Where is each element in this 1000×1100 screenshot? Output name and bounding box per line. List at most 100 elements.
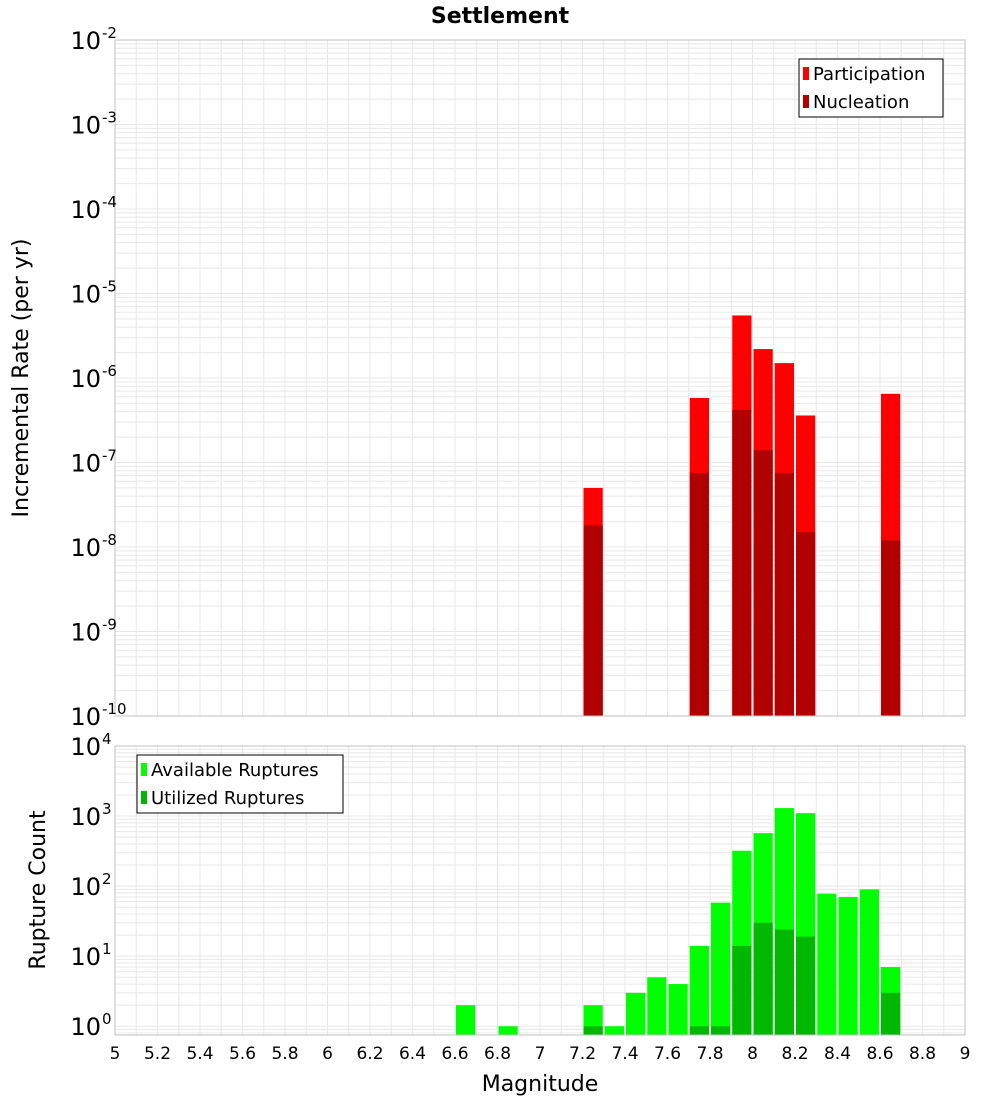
rate-y-axis-label: Incremental Rate (per yr) [9,239,34,518]
x-tick-label: 5.8 [271,1044,298,1064]
rate-y-tick-base: 10 [70,112,101,140]
x-tick-label: 8 [747,1044,758,1064]
x-tick-label: 9 [960,1044,971,1064]
participation-swatch [803,67,809,80]
rate-y-tick-exponent: -6 [102,362,117,380]
rate-y-tick-exponent: -8 [102,531,117,549]
nucleation-bar [796,532,816,716]
participation-legend-label: Participation [813,64,925,85]
rate-y-tick-exponent: -4 [102,193,117,211]
nucleation-legend-label: Nucleation [813,92,909,113]
rate-plot-frame [114,39,966,717]
available-bar [498,1026,518,1035]
available-bar [604,1026,624,1035]
utilized-bar [583,1026,603,1035]
available-bar [456,1005,476,1035]
rate-grid [114,40,966,717]
x-tick-label: 7 [535,1044,546,1064]
rate-bars [583,315,901,716]
rate-y-tick-base: 10 [70,619,101,647]
rate-legend-box [798,58,944,118]
count-legend-box [136,754,344,814]
rate-y-tick-base: 10 [70,703,101,731]
x-tick-label: 8.6 [866,1044,893,1064]
count-y-tick-exponent: 4 [102,730,112,748]
x-ticks: 5 5.2 5.4 5.6 5.8 6 6.2 6.4 6.6 6.8 7 7.2 7.4 7.6 7.8 8… [110,1044,971,1064]
x-tick-label: 6.4 [399,1044,426,1064]
count-y-tick-exponent: 0 [102,1010,112,1028]
utilized-swatch [141,791,147,804]
count-y-tick-exponent: 1 [102,940,112,958]
rate-y-tick-exponent: -5 [102,278,117,296]
nucleation-bar [689,473,709,716]
rate-y-tick-base: 10 [70,196,101,224]
available-legend-label: Available Ruptures [151,760,319,781]
x-tick-label: 8.4 [824,1044,851,1064]
count-bars [456,808,901,1035]
utilized-bar [711,1026,731,1035]
available-bar [668,984,688,1035]
count-y-axis-label: Rupture Count [26,810,51,970]
available-bar [647,977,667,1035]
rate-y-tick-base: 10 [70,281,101,309]
count-plot-frame [114,745,966,1036]
available-bar [817,893,837,1035]
x-tick-label: 6.8 [484,1044,511,1064]
x-tick-label: 7.6 [654,1044,681,1064]
utilized-bar [689,1026,709,1035]
rate-legend: Participation Nucleation [798,58,944,118]
available-bar [689,945,709,1035]
rate-y-tick-exponent: -9 [102,616,117,634]
utilized-bar [796,936,816,1035]
utilized-legend-label: Utilized Ruptures [151,788,304,809]
count-y-tick-base: 10 [70,943,101,971]
utilized-bar [732,945,752,1035]
utilized-bar [774,929,794,1035]
rate-y-tick-exponent: -7 [102,447,117,465]
nucleation-bar [583,525,603,716]
rate-y-ticks: 10-210-310-410-510-610-710-810-910-10 [70,24,126,731]
nucleation-bar [732,409,752,716]
count-y-tick-base: 10 [70,1013,101,1041]
count-y-tick-base: 10 [70,873,101,901]
rate-panel: 10-210-310-410-510-610-710-810-910-10 In… [9,24,966,731]
rate-y-tick-base: 10 [70,365,101,393]
count-legend: Available Ruptures Utilized Ruptures [136,754,344,814]
nucleation-bar [753,450,773,716]
available-swatch [141,763,147,776]
x-tick-label: 7.8 [696,1044,723,1064]
chart-title: Settlement [431,4,570,29]
x-tick-label: 5 [110,1044,121,1064]
count-y-tick-base: 10 [70,803,101,831]
rate-y-tick-base: 10 [70,450,101,478]
x-tick-label: 5.4 [186,1044,213,1064]
nucleation-swatch [803,95,809,108]
utilized-bar [753,922,773,1035]
rate-y-tick-base: 10 [70,534,101,562]
x-axis-label: Magnitude [482,1072,599,1097]
available-bar [626,992,646,1035]
available-bar [711,902,731,1035]
utilized-bar [881,992,901,1035]
rate-y-tick-exponent: -10 [102,700,127,718]
x-tick-label: 5.6 [229,1044,256,1064]
x-tick-label: 7.2 [569,1044,596,1064]
nucleation-bar [774,473,794,716]
x-tick-label: 6.6 [441,1044,468,1064]
x-tick-label: 6.2 [356,1044,383,1064]
count-y-tick-exponent: 3 [102,800,112,818]
rate-y-tick-exponent: -3 [102,109,117,127]
count-y-tick-base: 10 [70,733,101,761]
x-tick-label: 5.2 [144,1044,171,1064]
available-bar [838,896,858,1035]
available-bar [859,889,879,1035]
x-tick-label: 8.2 [781,1044,808,1064]
x-tick-label: 6 [322,1044,333,1064]
nucleation-bar [881,540,901,716]
x-tick-label: 8.8 [909,1044,936,1064]
rate-y-tick-base: 10 [70,27,101,55]
x-tick-label: 7.4 [611,1044,638,1064]
